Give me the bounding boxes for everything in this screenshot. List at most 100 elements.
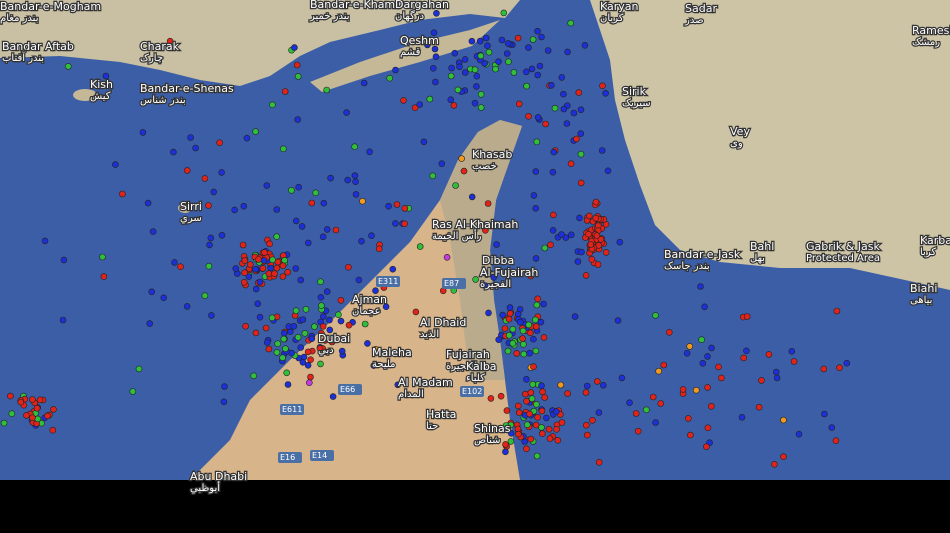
ship-marker xyxy=(279,354,286,362)
ship-marker xyxy=(558,419,566,426)
ship-marker xyxy=(718,374,725,382)
ship-marker xyxy=(370,362,378,369)
road-shield xyxy=(310,450,334,461)
ship-marker xyxy=(433,10,440,17)
place-name: Bandar-e-Shenas xyxy=(140,82,234,95)
ship-marker xyxy=(60,256,68,264)
ship-marker xyxy=(254,300,262,308)
ship-marker xyxy=(432,78,439,86)
place-local-name: حتا xyxy=(426,421,438,432)
ship-marker xyxy=(273,233,281,240)
ship-marker xyxy=(583,382,591,390)
ship-marker xyxy=(280,335,288,343)
place-name: Charak xyxy=(140,40,180,53)
ship-marker xyxy=(525,113,532,120)
ship-marker xyxy=(505,315,513,323)
ship-marker xyxy=(323,86,331,94)
ship-marker xyxy=(468,37,476,45)
road-label: E102 xyxy=(462,387,482,396)
ship-marker xyxy=(788,347,796,355)
ship-marker xyxy=(240,278,248,286)
ship-marker xyxy=(599,381,607,389)
ship-marker xyxy=(332,226,340,234)
ship-marker xyxy=(281,256,288,264)
ship-marker xyxy=(461,69,469,76)
ship-marker xyxy=(268,314,276,322)
ship-marker xyxy=(660,361,668,369)
ship-marker xyxy=(522,68,530,76)
ship-marker xyxy=(504,40,512,47)
ship-marker xyxy=(833,307,841,315)
ship-marker xyxy=(328,338,336,346)
ship-marker xyxy=(481,282,489,289)
place-name: Ajman xyxy=(352,293,387,306)
ship-marker xyxy=(472,276,479,283)
ship-marker xyxy=(451,49,459,57)
ship-marker xyxy=(708,344,715,352)
road-label: E14 xyxy=(312,451,327,460)
ship-marker xyxy=(502,448,509,456)
ship-marker xyxy=(207,234,215,242)
place-name: Bahl xyxy=(750,240,774,253)
ship-marker xyxy=(595,458,603,466)
ship-marker xyxy=(755,403,763,411)
ship-marker xyxy=(129,388,137,395)
ship-marker xyxy=(304,239,312,247)
ship-marker xyxy=(335,311,342,319)
ship-marker xyxy=(317,278,324,286)
ship-marker xyxy=(424,41,431,49)
ship-marker xyxy=(327,174,334,182)
ship-marker xyxy=(523,375,530,383)
ship-marker xyxy=(484,42,491,50)
ship-marker xyxy=(319,323,327,330)
road-shield xyxy=(338,384,362,395)
ship-marker xyxy=(50,406,57,413)
ship-marker xyxy=(602,249,610,256)
ship-marker xyxy=(458,155,465,162)
ship-marker xyxy=(634,427,642,435)
ship-marker xyxy=(318,302,325,309)
place-name: Dargahan xyxy=(395,0,449,11)
ship-marker xyxy=(528,395,536,403)
ship-marker xyxy=(738,413,746,421)
ship-marker xyxy=(293,61,301,69)
ship-marker xyxy=(564,390,571,397)
ship-marker xyxy=(338,347,346,355)
ship-marker xyxy=(135,365,143,373)
place-name: Qeshm xyxy=(400,34,439,47)
ship-marker xyxy=(201,292,209,300)
ship-marker xyxy=(537,318,545,326)
ship-marker xyxy=(242,322,249,330)
road-label: E611 xyxy=(282,405,302,414)
ship-marker xyxy=(205,202,212,209)
road-shield xyxy=(442,278,466,289)
place-local-name: بندر مغام xyxy=(0,13,38,24)
ship-marker xyxy=(570,109,578,117)
place-local-name: کریان xyxy=(600,13,624,24)
ship-marker xyxy=(370,297,378,304)
ship-marker xyxy=(530,363,537,371)
ship-marker xyxy=(240,202,248,210)
ship-marker xyxy=(49,426,57,434)
ship-marker xyxy=(485,48,493,56)
ship-marker xyxy=(252,265,259,273)
place-name: Sirik xyxy=(622,85,647,98)
place-name: Kish xyxy=(90,78,113,91)
place-local-name: رأس الخيمة xyxy=(432,229,482,242)
ship-marker xyxy=(528,65,536,73)
ship-marker xyxy=(361,320,369,328)
ship-marker xyxy=(652,312,659,319)
ship-marker xyxy=(0,419,8,427)
ship-marker xyxy=(740,354,748,362)
ship-marker xyxy=(389,265,397,273)
ship-marker xyxy=(501,325,509,332)
ship-marker xyxy=(317,293,325,301)
ship-marker xyxy=(772,368,780,376)
ship-marker xyxy=(192,144,199,152)
ship-marker xyxy=(256,278,264,286)
ship-marker xyxy=(698,336,705,344)
ship-marker xyxy=(550,211,557,219)
ship-marker xyxy=(241,257,249,264)
ship-marker xyxy=(534,71,542,79)
ship-marker xyxy=(323,226,331,233)
